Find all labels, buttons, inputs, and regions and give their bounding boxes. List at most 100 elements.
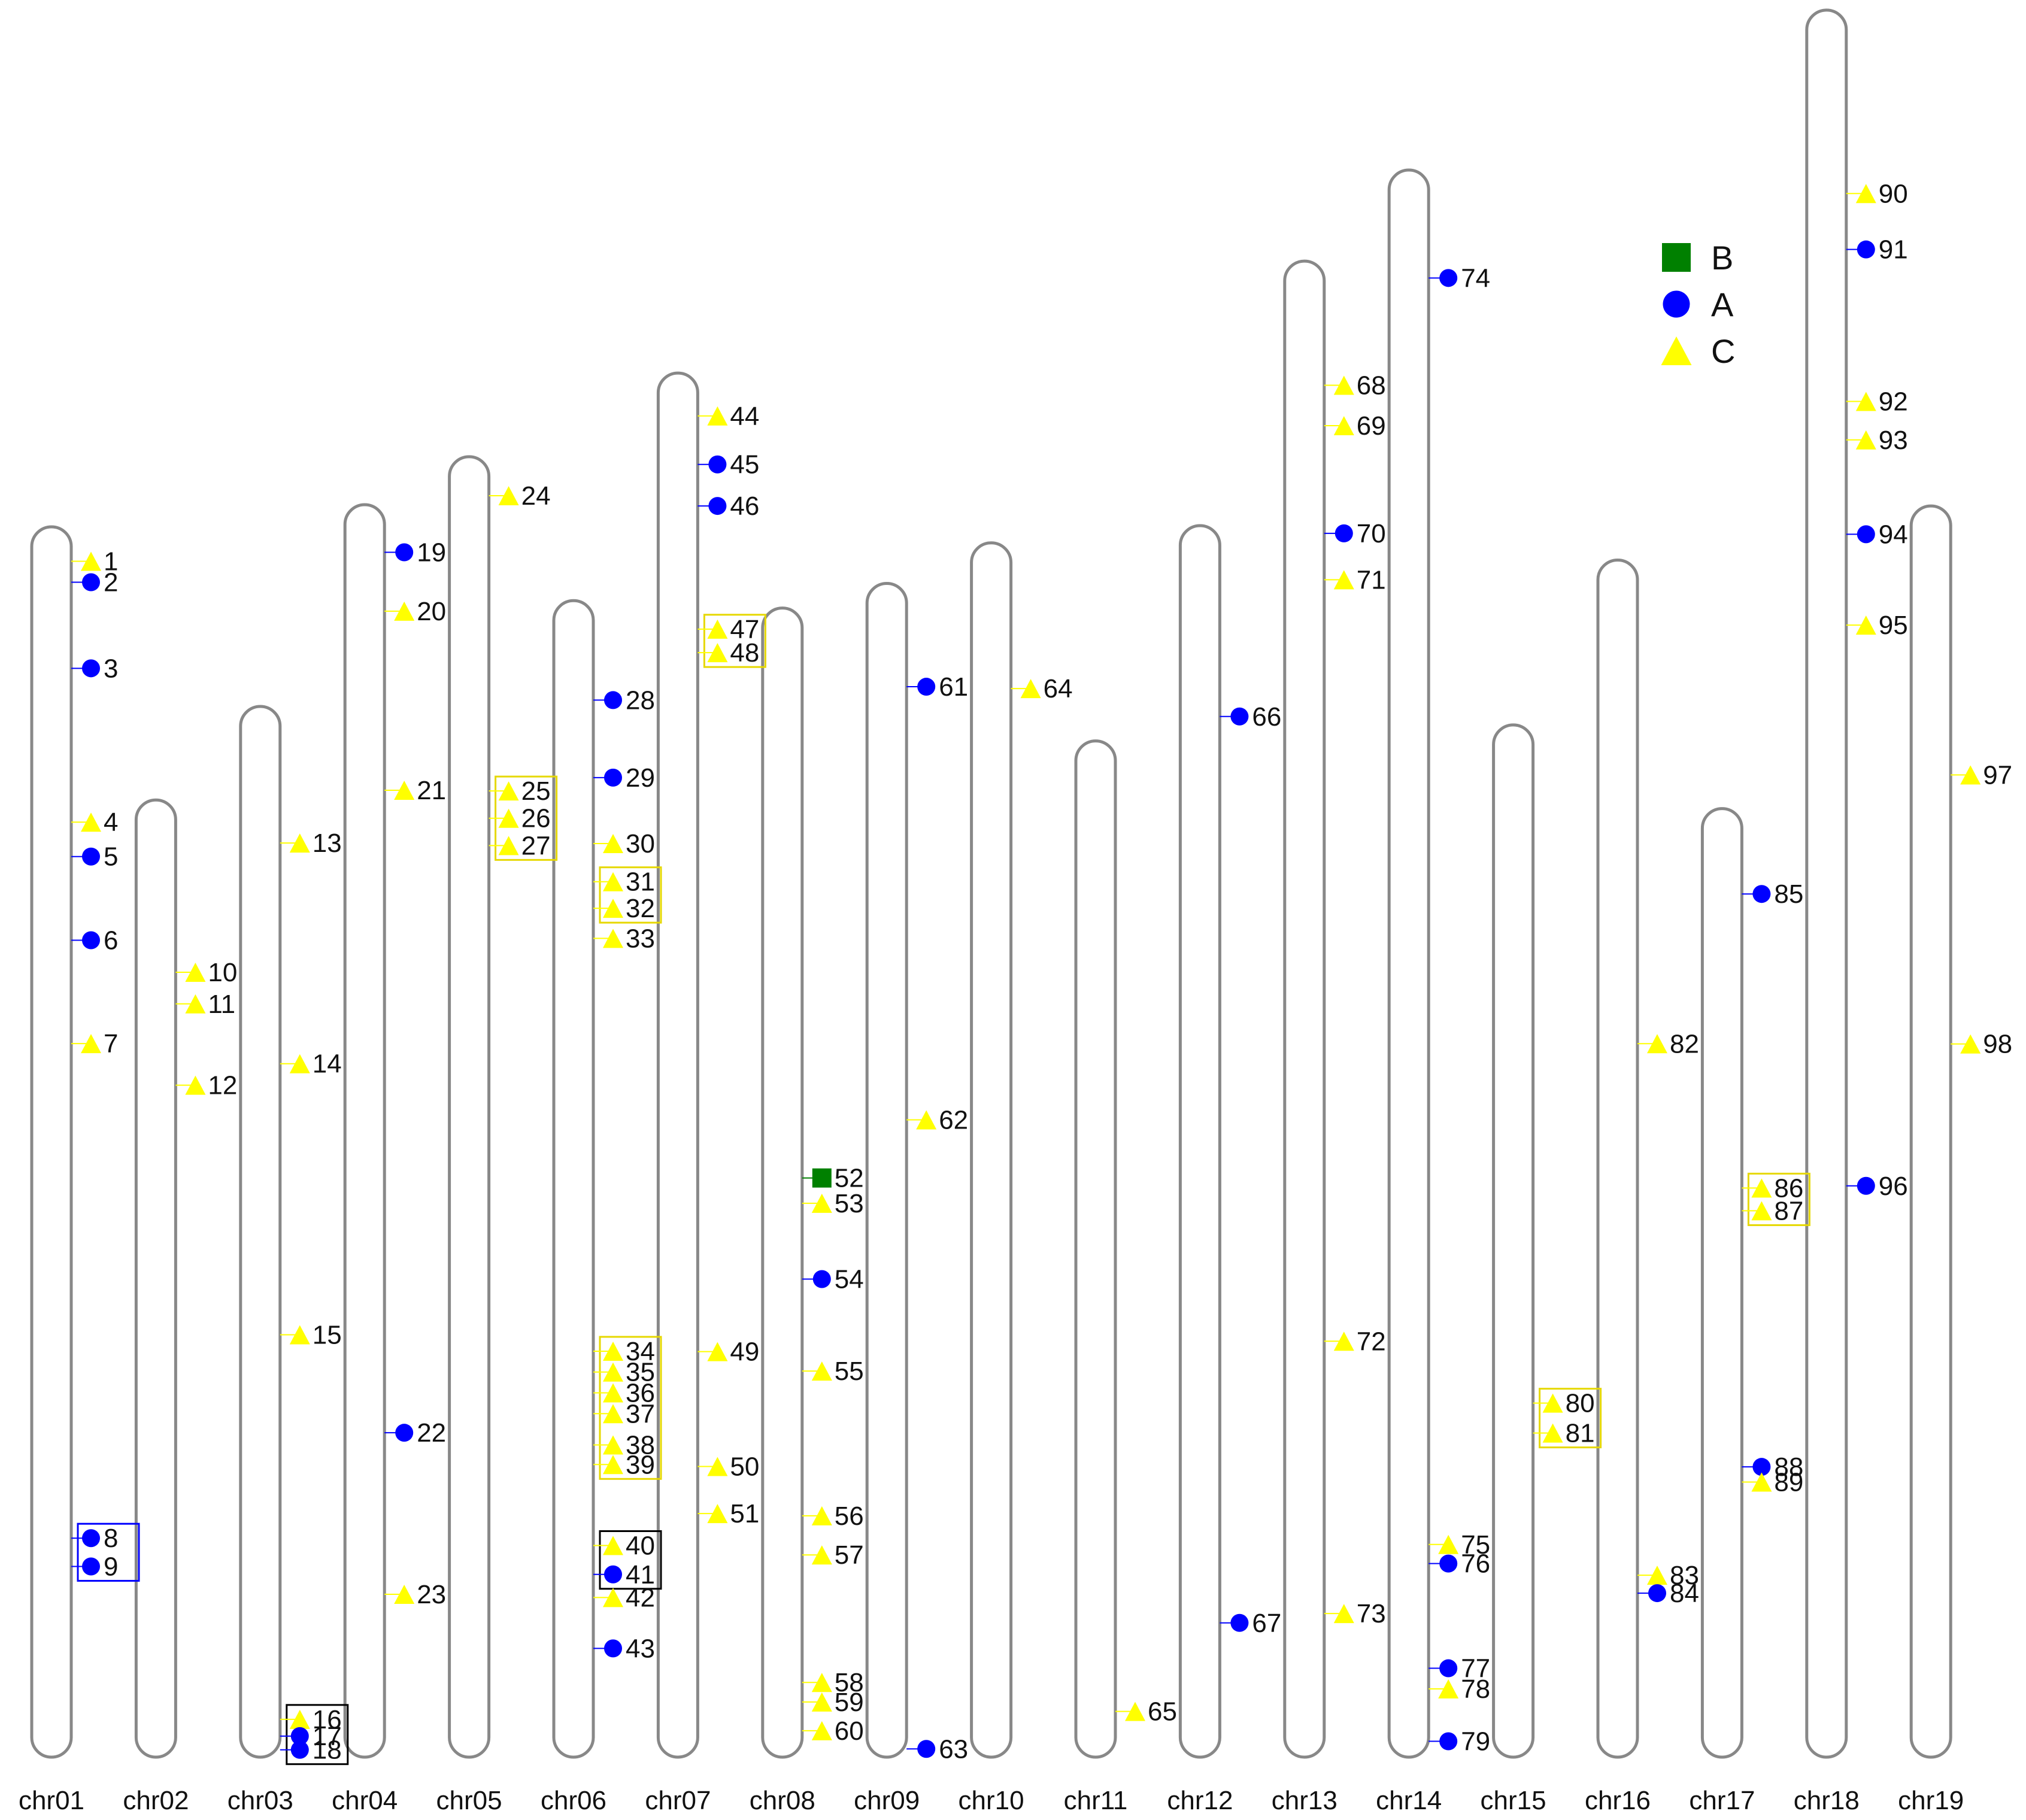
gene-marker xyxy=(1542,1393,1563,1413)
gene-marker xyxy=(1960,1034,1981,1054)
gene-cluster-box xyxy=(1747,1172,1810,1226)
gene-marker xyxy=(811,1193,832,1213)
gene-label: 46 xyxy=(730,492,759,521)
gene-marker xyxy=(1542,1423,1563,1443)
gene-label: 32 xyxy=(626,894,655,923)
gene-marker xyxy=(811,1545,832,1565)
gene-marker xyxy=(1647,1034,1667,1054)
gene-label: 59 xyxy=(835,1688,864,1717)
gene-marker xyxy=(811,1361,832,1381)
gene-marker xyxy=(917,1740,936,1758)
gene-label: 65 xyxy=(1148,1697,1177,1727)
gene-label: 9 xyxy=(104,1552,118,1581)
gene-marker xyxy=(603,1588,623,1607)
gene-marker xyxy=(1438,1534,1459,1554)
gene-marker xyxy=(81,1034,101,1054)
gene-label: 33 xyxy=(626,924,655,953)
gene-label: 66 xyxy=(1252,702,1281,732)
chromosome-chr17 xyxy=(1700,807,1743,1759)
gene-label: 27 xyxy=(521,831,551,860)
legend-marker-B xyxy=(1662,243,1691,272)
gene-marker xyxy=(82,1529,100,1548)
gene-marker xyxy=(1857,525,1875,544)
gene-marker xyxy=(811,1721,832,1740)
gene-marker xyxy=(1439,1554,1458,1573)
gene-label: 20 xyxy=(417,597,446,626)
legend-label: B xyxy=(1711,239,1733,277)
chromosomes-layer: chr01 chr02 chr03 chr04 chr05 chr06 chr07 chr08… xyxy=(19,8,1964,1815)
gene-label: 86 xyxy=(1774,1173,1803,1203)
gene-marker xyxy=(1335,524,1353,542)
gene-marker xyxy=(811,1506,832,1525)
gene-label: 55 xyxy=(835,1357,864,1386)
gene-marker xyxy=(1020,679,1041,699)
chromosome-chr04 xyxy=(343,503,386,1759)
gene-marker xyxy=(707,1457,728,1476)
gene-label: 38 xyxy=(626,1430,655,1460)
gene-label: 57 xyxy=(835,1540,864,1570)
gene-marker xyxy=(1333,1331,1354,1351)
gene-label: 81 xyxy=(1566,1419,1595,1448)
chromosome-label: chr15 xyxy=(1481,1786,1546,1815)
chromosome-chr18 xyxy=(1805,8,1848,1759)
chromosome-chr14 xyxy=(1387,168,1430,1759)
gene-marker xyxy=(289,1054,310,1073)
gene-marker xyxy=(82,847,100,866)
gene-label: 69 xyxy=(1357,411,1386,441)
gene-marker xyxy=(811,1692,832,1712)
gene-marker xyxy=(603,833,623,853)
gene-label: 40 xyxy=(626,1531,655,1560)
chromosome-chr03 xyxy=(239,705,282,1759)
gene-label: 23 xyxy=(417,1580,446,1609)
gene-marker xyxy=(603,872,623,891)
gene-label: 30 xyxy=(626,829,655,859)
gene-marker xyxy=(394,1585,415,1604)
gene-marker xyxy=(603,929,623,948)
gene-marker xyxy=(1855,430,1876,450)
gene-label: 95 xyxy=(1879,611,1908,640)
chromosome-chr16 xyxy=(1596,558,1639,1759)
gene-label: 15 xyxy=(313,1321,342,1350)
gene-marker xyxy=(603,1435,623,1455)
gene-label: 7 xyxy=(104,1029,118,1058)
gene-label: 87 xyxy=(1774,1196,1803,1226)
gene-marker xyxy=(707,1504,728,1524)
gene-label: 47 xyxy=(730,615,759,644)
gene-marker xyxy=(603,1341,623,1361)
gene-marker xyxy=(1333,415,1354,435)
gene-label: 88 xyxy=(1774,1452,1803,1482)
gene-label: 51 xyxy=(730,1499,759,1528)
gene-marker xyxy=(603,1536,623,1555)
gene-marker xyxy=(604,691,622,709)
gene-label: 91 xyxy=(1879,235,1908,265)
gene-label: 84 xyxy=(1670,1579,1699,1608)
gene-label: 78 xyxy=(1461,1675,1490,1704)
gene-label: 48 xyxy=(730,638,759,668)
gene-label: 72 xyxy=(1357,1327,1386,1356)
gene-label: 79 xyxy=(1461,1727,1490,1756)
gene-label: 10 xyxy=(208,958,237,987)
gene-marker xyxy=(1751,1178,1772,1198)
gene-marker xyxy=(812,1270,831,1288)
gene-cluster-box xyxy=(703,614,766,668)
gene-marker xyxy=(1230,707,1249,726)
chromosome-label: chr09 xyxy=(854,1786,920,1815)
gene-label: 75 xyxy=(1461,1530,1490,1560)
gene-label: 82 xyxy=(1670,1029,1699,1058)
gene-label: 89 xyxy=(1774,1468,1803,1497)
gene-label: 34 xyxy=(626,1337,655,1366)
gene-marker xyxy=(1333,375,1354,395)
gene-marker xyxy=(603,1404,623,1424)
gene-label: 28 xyxy=(626,685,655,715)
gene-label: 70 xyxy=(1357,519,1386,548)
gene-label: 74 xyxy=(1461,263,1490,293)
gene-marker xyxy=(498,781,519,801)
gene-label: 39 xyxy=(626,1450,655,1479)
gene-label: 16 xyxy=(313,1705,342,1734)
gene-label: 17 xyxy=(313,1722,342,1751)
gene-marker xyxy=(81,812,101,832)
legend-label: A xyxy=(1711,286,1734,323)
gene-label: 29 xyxy=(626,763,655,793)
gene-label: 94 xyxy=(1879,520,1908,549)
